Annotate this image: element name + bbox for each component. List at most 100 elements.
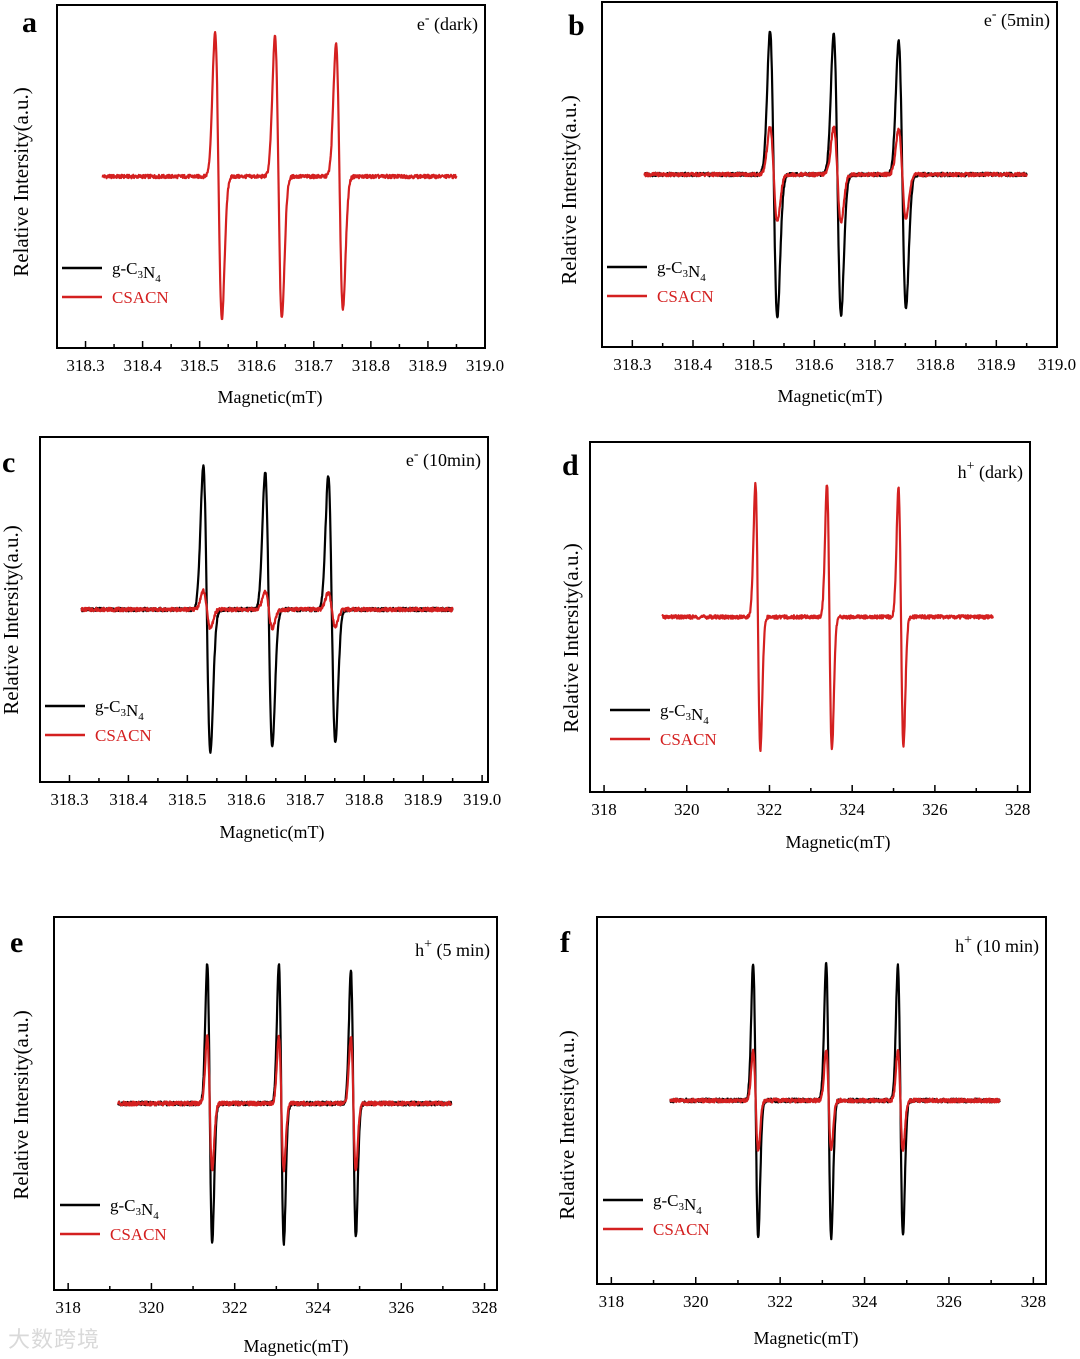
plot-frame xyxy=(601,1,1058,348)
x-axis-label: Magnetic(mT) xyxy=(220,822,325,843)
legend-label: CSACN xyxy=(95,726,152,745)
condition-tag: h+ (dark) xyxy=(958,459,1023,483)
legend-item-csacn: CSACN xyxy=(60,1225,167,1244)
legend-label: g-C3N4 xyxy=(657,258,706,284)
x-tick-label: 318.8 xyxy=(917,355,955,374)
y-axis-label: Relative Intersity(a.u.) xyxy=(559,543,583,733)
x-tick-label: 322 xyxy=(767,1292,793,1311)
x-tick-label: 318.8 xyxy=(345,790,383,809)
x-tick-label: 326 xyxy=(936,1292,962,1311)
legend-item-g-c3n4: g-C3N4 xyxy=(60,1196,159,1222)
x-tick-label: 328 xyxy=(472,1298,498,1317)
y-axis-label: Relative Intersity(a.u.) xyxy=(9,87,33,277)
x-tick-label: 318.9 xyxy=(404,790,442,809)
legend-item-g-c3n4: g-C3N4 xyxy=(45,697,144,723)
legend-label: g-C3N4 xyxy=(112,259,161,285)
plot-frame xyxy=(589,441,1031,793)
panel-letter: a xyxy=(22,6,37,39)
x-tick-label: 328 xyxy=(1005,800,1031,819)
panel-a: 318.3 318.4 318.5 318.6 318.7 318.8 318.9 319.0… xyxy=(9,4,504,408)
legend-label: CSACN xyxy=(660,730,717,749)
panel-letter: c xyxy=(2,446,15,479)
x-tick-label: 318.3 xyxy=(66,356,104,375)
panel-e: 318 320 322 324 326 328 Magnetic(mT) Relative I… xyxy=(9,916,498,1357)
y-axis-label: Relative Intersity(a.u.) xyxy=(557,95,581,285)
x-tick-label: 319.0 xyxy=(1038,355,1076,374)
x-tick-label: 318.6 xyxy=(238,356,276,375)
series-csacn-line xyxy=(117,1034,453,1173)
x-tick-label: 318.5 xyxy=(735,355,773,374)
x-axis-label: Magnetic(mT) xyxy=(218,387,323,408)
x-tick-label: 318.9 xyxy=(409,356,447,375)
panel-f: 318 320 322 324 326 328 Magnetic(mT) Relative I… xyxy=(555,916,1047,1349)
legend-item-csacn: CSACN xyxy=(603,1220,710,1239)
x-axis-label: Magnetic(mT) xyxy=(754,1328,859,1349)
legend-label: g-C3N4 xyxy=(660,701,709,727)
legend-item-csacn: CSACN xyxy=(62,288,169,307)
x-tick-label: 320 xyxy=(139,1298,165,1317)
x-tick-label: 318.4 xyxy=(109,790,148,809)
x-tick-label: 324 xyxy=(852,1292,878,1311)
legend-item-csacn: CSACN xyxy=(45,726,152,745)
x-tick-label: 318.5 xyxy=(181,356,219,375)
legend-item-g-c3n4: g-C3N4 xyxy=(603,1191,702,1217)
y-axis-label: Relative Intersity(a.u.) xyxy=(555,1030,579,1220)
legend-label: CSACN xyxy=(657,287,714,306)
x-tick-label: 322 xyxy=(757,800,783,819)
x-tick-label: 318.7 xyxy=(856,355,895,374)
legend-item-csacn: CSACN xyxy=(607,287,714,306)
legend-item-g-c3n4: g-C3N4 xyxy=(610,701,709,727)
x-tick-label: 318.7 xyxy=(286,790,325,809)
watermark: 大数跨境 xyxy=(8,1328,101,1353)
panel-letter: f xyxy=(560,926,571,959)
x-tick-label: 326 xyxy=(922,800,948,819)
legend-item-csacn: CSACN xyxy=(610,730,717,749)
x-tick-label: 318.5 xyxy=(168,790,206,809)
condition-tag: e- (10min) xyxy=(406,447,481,471)
series-csacn-line xyxy=(661,481,994,753)
x-tick-label: 319.0 xyxy=(463,790,501,809)
condition-tag: e- (dark) xyxy=(417,11,478,35)
panel-letter: d xyxy=(562,449,579,482)
x-axis-label: Magnetic(mT) xyxy=(778,386,883,407)
x-tick-label: 318.6 xyxy=(227,790,265,809)
legend-label: g-C3N4 xyxy=(653,1191,702,1217)
x-tick-label: 324 xyxy=(305,1298,331,1317)
legend-label: g-C3N4 xyxy=(110,1196,159,1222)
x-tick-label: 318.3 xyxy=(613,355,651,374)
condition-tag: h+ (5 min) xyxy=(415,937,490,961)
panel-c: 318.3 318.4 318.5 318.6 318.7 318.8 318.9 319.0… xyxy=(0,436,501,843)
legend-label: CSACN xyxy=(112,288,169,307)
legend-item-g-c3n4: g-C3N4 xyxy=(62,259,161,285)
x-tick-label: 320 xyxy=(674,800,700,819)
legend-label: g-C3N4 xyxy=(95,697,144,723)
x-tick-label: 318.9 xyxy=(977,355,1015,374)
x-axis-label: Magnetic(mT) xyxy=(786,832,891,853)
series-csacn-line xyxy=(101,30,458,321)
x-tick-label: 328 xyxy=(1021,1292,1047,1311)
x-tick-label: 318 xyxy=(55,1298,81,1317)
series-csacn-line xyxy=(669,1048,1001,1152)
condition-tag: h+ (10 min) xyxy=(955,933,1039,957)
x-tick-label: 318.4 xyxy=(123,356,162,375)
legend-label: CSACN xyxy=(110,1225,167,1244)
legend-label: CSACN xyxy=(653,1220,710,1239)
plot-frame xyxy=(53,916,498,1291)
x-tick-label: 318.7 xyxy=(295,356,334,375)
y-axis-label: Relative Intersity(a.u.) xyxy=(0,525,23,715)
series-csacn-line xyxy=(80,588,454,631)
x-tick-label: 318 xyxy=(591,800,617,819)
condition-tag: e- (5min) xyxy=(984,7,1050,31)
x-axis-label: Magnetic(mT) xyxy=(244,1336,349,1357)
plot-frame xyxy=(39,436,489,783)
plot-frame xyxy=(596,916,1047,1285)
panel-letter: b xyxy=(568,9,585,42)
legend-item-g-c3n4: g-C3N4 xyxy=(607,258,706,284)
x-tick-label: 324 xyxy=(839,800,865,819)
x-tick-label: 318.3 xyxy=(50,790,88,809)
x-tick-label: 318 xyxy=(599,1292,625,1311)
x-tick-label: 318.4 xyxy=(674,355,713,374)
x-tick-label: 322 xyxy=(222,1298,248,1317)
series-csacn-line xyxy=(643,125,1028,224)
